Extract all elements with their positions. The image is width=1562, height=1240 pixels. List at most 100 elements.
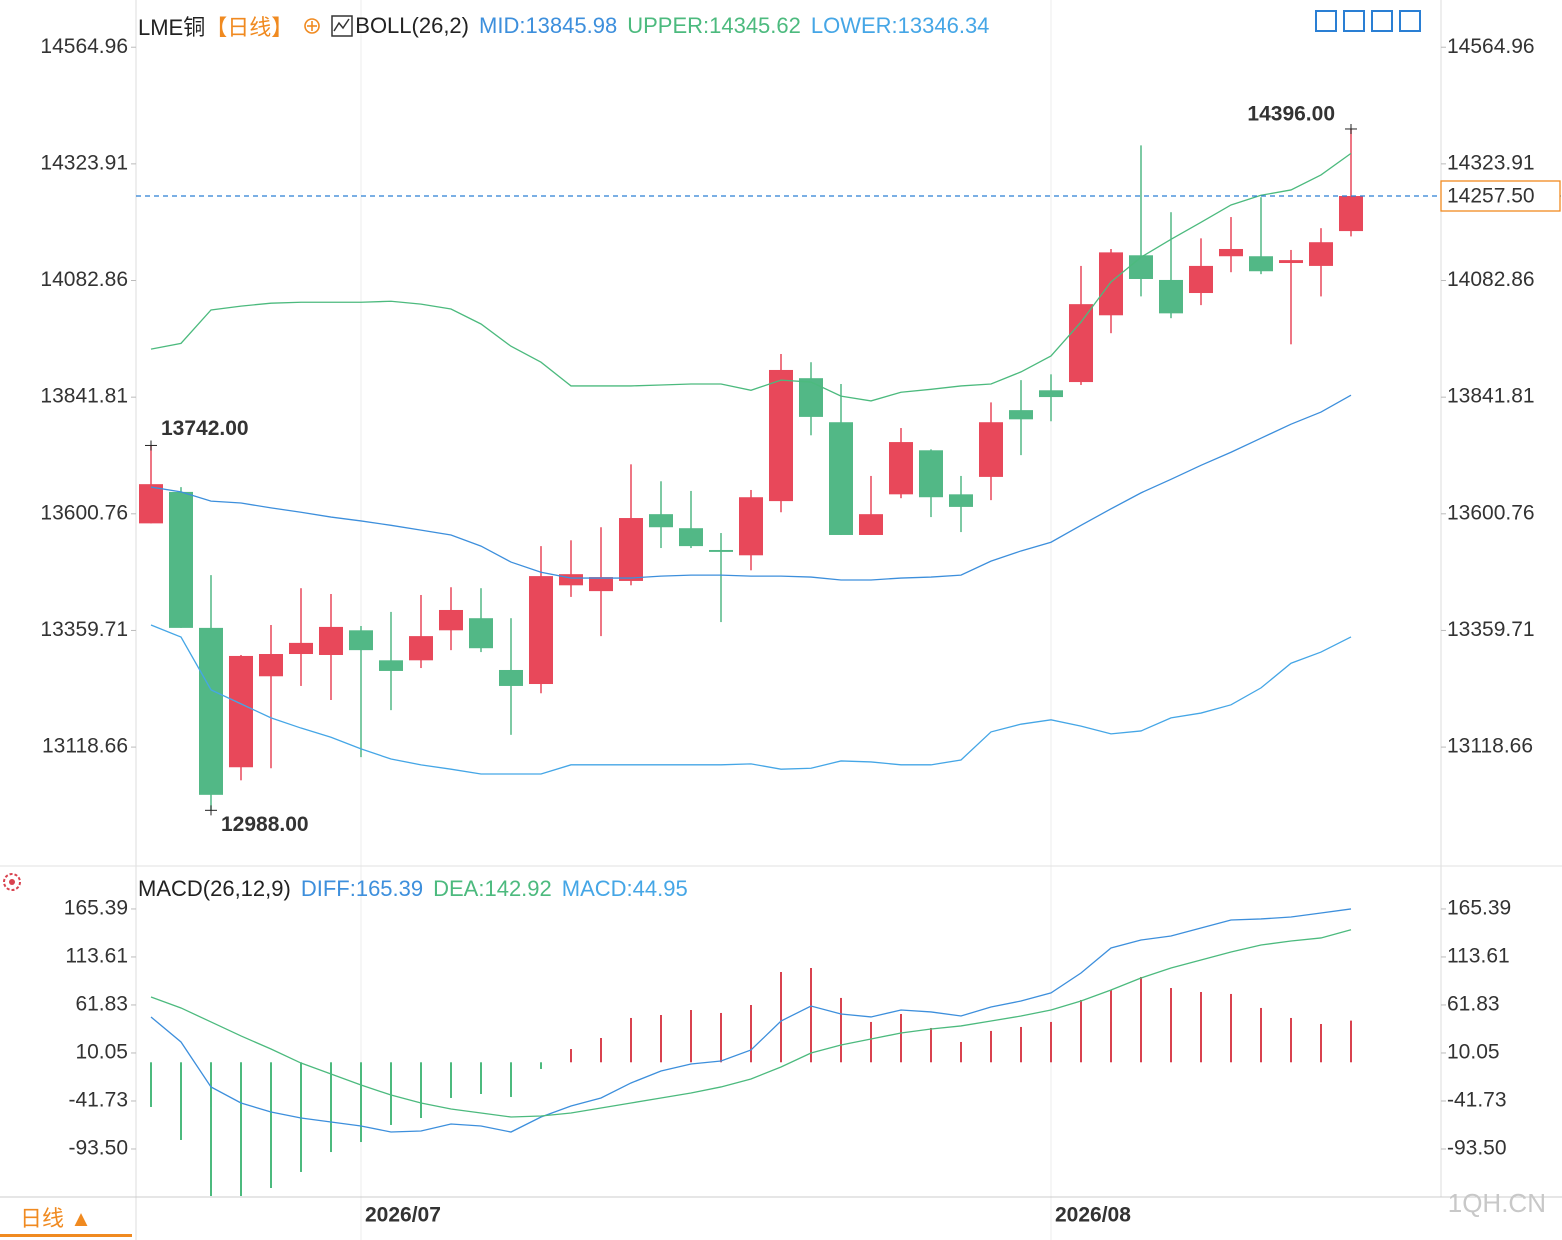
- indicator-line: [150, 152, 1352, 402]
- y-tick-label: 61.83: [1447, 993, 1500, 1016]
- candle-body: [529, 576, 553, 685]
- y-tick-label: 113.61: [1447, 945, 1510, 968]
- y-tick-label: 10.05: [1447, 1041, 1500, 1064]
- y-tick-label: 13600.76: [40, 501, 128, 524]
- y-tick-label: -41.73: [1447, 1089, 1507, 1112]
- last-price-box: [1440, 180, 1561, 212]
- candle-body: [589, 577, 613, 592]
- candle-body: [319, 626, 343, 655]
- candle-body: [229, 655, 253, 768]
- y-tick-label: 14082.86: [40, 268, 128, 291]
- period-label: 【日线】: [205, 15, 294, 40]
- y-tick-label: -93.50: [68, 1137, 128, 1160]
- add-icon[interactable]: [303, 17, 321, 35]
- extreme-label: 13742.00: [161, 417, 249, 440]
- indicator-icon[interactable]: [331, 15, 354, 37]
- candle-body: [199, 627, 223, 795]
- tool-button[interactable]: [1399, 10, 1421, 32]
- macd-header: MACD(26,12,9) DIFF:165.39 DEA:142.92 MAC…: [138, 876, 688, 902]
- y-tick-label: 165.39: [1447, 896, 1511, 919]
- candle-body: [1099, 252, 1123, 316]
- candle-body: [379, 660, 403, 671]
- candle-body: [559, 574, 583, 586]
- candle-body: [169, 491, 193, 628]
- y-tick-label: 13600.76: [1447, 501, 1535, 524]
- indicator-line: [150, 624, 1352, 775]
- legend-entry: LOWER:13346.34: [810, 13, 990, 38]
- y-tick-label: 14564.96: [40, 35, 128, 58]
- y-tick-label: 165.39: [64, 896, 128, 919]
- y-tick-label: -41.73: [68, 1089, 128, 1112]
- candle-body: [1039, 390, 1063, 398]
- extreme-label: 14396.00: [1247, 103, 1335, 126]
- settings-icon[interactable]: [3, 873, 21, 891]
- watermark: 1QH.CN: [1447, 1188, 1546, 1218]
- candle-body: [859, 514, 883, 535]
- y-tick-label: 13359.71: [40, 618, 128, 641]
- legend-entry: DEA:142.92: [433, 876, 552, 901]
- candle-body: [1219, 248, 1243, 257]
- y-tick-label: 14323.91: [40, 151, 128, 174]
- legend-entry: UPPER:14345.62: [627, 13, 801, 38]
- y-tick-label: 14082.86: [1447, 268, 1535, 291]
- candle-body: [1309, 242, 1333, 266]
- candle-body: [739, 497, 763, 556]
- y-tick-label: 10.05: [75, 1041, 128, 1064]
- candle-body: [1339, 195, 1363, 232]
- macd-title: MACD(26,12,9): [138, 876, 291, 901]
- candle-body: [439, 609, 463, 631]
- candle-body: [259, 654, 283, 677]
- candle-body: [979, 422, 1003, 477]
- candle-body: [499, 669, 523, 686]
- candle-body: [1069, 304, 1093, 383]
- y-tick-label: 13118.66: [42, 735, 128, 758]
- candle-body: [949, 494, 973, 507]
- indicator-line: [150, 929, 1352, 1118]
- candle-body: [409, 636, 433, 661]
- indicator-line: [150, 394, 1352, 581]
- candle-body: [139, 484, 163, 524]
- candle-body: [799, 378, 823, 417]
- extreme-label: 12988.00: [221, 813, 309, 836]
- candle-body: [709, 549, 733, 552]
- indicator-line: [150, 908, 1352, 1133]
- candle-body: [649, 514, 673, 528]
- candle-body: [619, 518, 643, 581]
- tool-button[interactable]: [1315, 10, 1337, 32]
- y-tick-label: 14564.96: [1447, 35, 1535, 58]
- y-tick-label: 13118.66: [1447, 735, 1533, 758]
- period-button[interactable]: 日线 ▲: [0, 1199, 132, 1237]
- indicator-name: BOLL(26,2): [355, 13, 469, 38]
- tool-button[interactable]: [1371, 10, 1393, 32]
- x-tick-label: 2026/08: [1055, 1204, 1131, 1227]
- legend-entry: MID:13845.98: [479, 13, 618, 38]
- legend-entry: MACD:44.95: [561, 876, 688, 901]
- y-tick-label: 13359.71: [1447, 618, 1535, 641]
- candle-body: [349, 630, 373, 651]
- candle-body: [769, 369, 793, 502]
- candle-body: [889, 442, 913, 495]
- tool-button[interactable]: [1343, 10, 1365, 32]
- y-tick-label: 14323.91: [1447, 151, 1535, 174]
- candle-body: [919, 450, 943, 498]
- instrument-title: LME铜: [138, 15, 206, 40]
- candle-body: [289, 642, 313, 655]
- candle-body: [829, 422, 853, 535]
- candle-body: [1009, 410, 1033, 420]
- candle-body: [469, 618, 493, 649]
- legend-entry: DIFF:165.39: [300, 876, 424, 901]
- last-price-label: 14257.50: [1447, 185, 1535, 208]
- candle-body: [1159, 279, 1183, 314]
- y-tick-label: 13841.81: [1447, 385, 1535, 408]
- y-tick-label: 13841.81: [40, 385, 128, 408]
- toolbar: [1315, 10, 1421, 32]
- y-tick-label: 113.61: [65, 945, 128, 968]
- candle-body: [1249, 256, 1273, 272]
- main-header: LME铜 【日线】 BOLL(26,2) MID:13845.98 UPPER:…: [138, 10, 989, 42]
- y-tick-label: -93.50: [1447, 1137, 1507, 1160]
- candle-body: [679, 528, 703, 547]
- x-tick-label: 2026/07: [365, 1204, 441, 1227]
- candle-body: [1189, 265, 1213, 294]
